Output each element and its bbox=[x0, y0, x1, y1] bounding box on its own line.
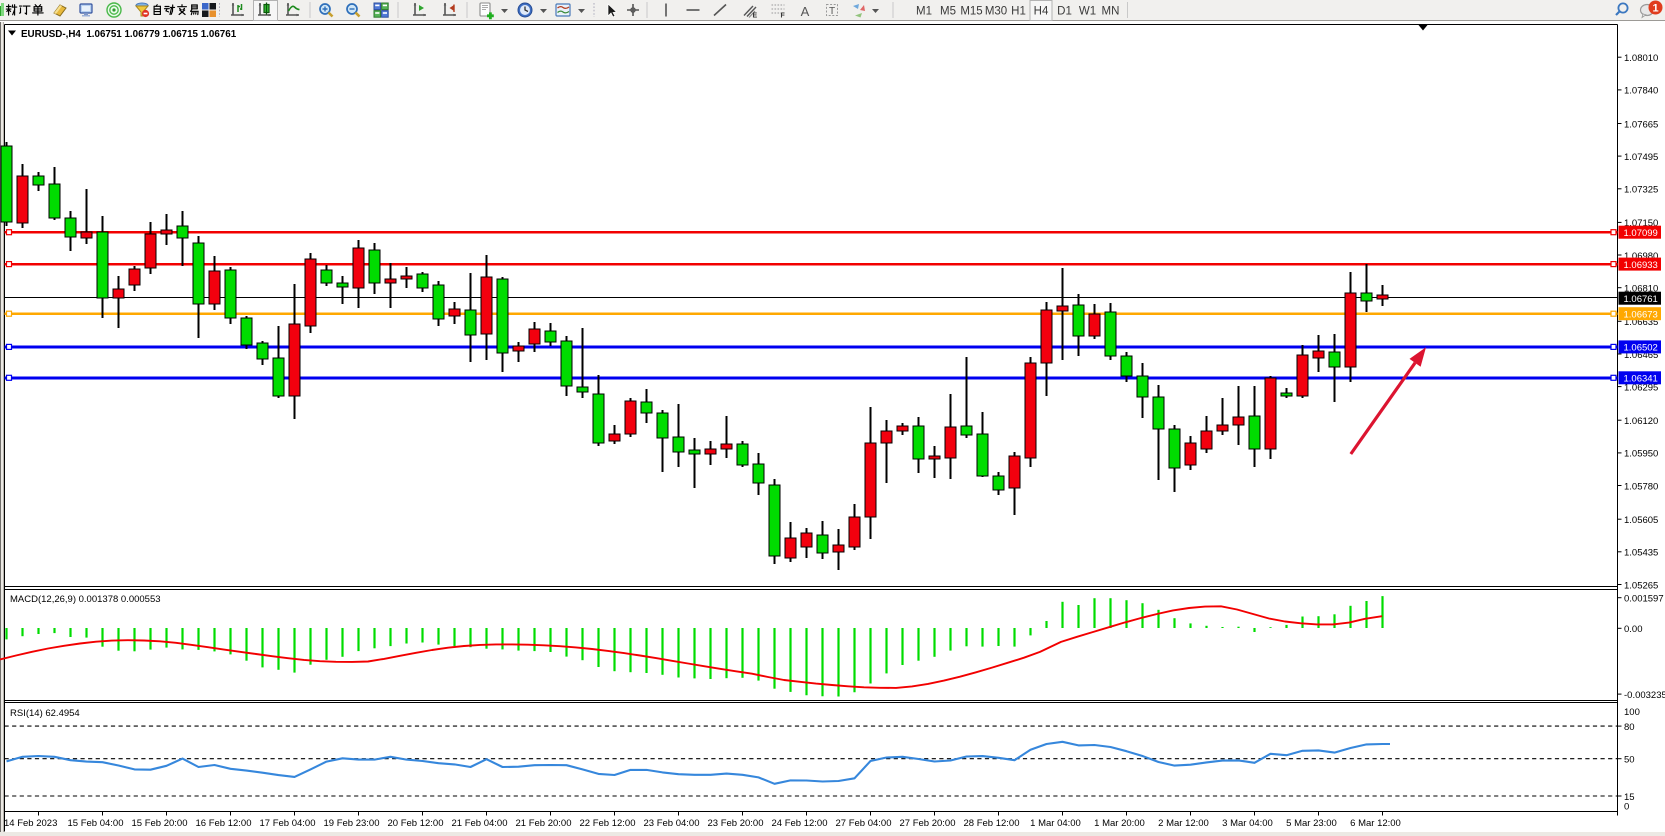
svg-text:H4: H4 bbox=[1034, 6, 1049, 18]
svg-text:1 Mar 20:00: 1 Mar 20:00 bbox=[1094, 818, 1145, 829]
svg-text:T: T bbox=[829, 6, 835, 17]
svg-text:H1: H1 bbox=[1011, 6, 1026, 18]
svg-text:1.07495: 1.07495 bbox=[1624, 152, 1658, 163]
svg-text:1.06810: 1.06810 bbox=[1624, 284, 1658, 295]
svg-text:M15: M15 bbox=[960, 6, 982, 18]
svg-text:80: 80 bbox=[1624, 722, 1635, 733]
svg-text:M30: M30 bbox=[985, 6, 1007, 18]
svg-text:2 Mar 12:00: 2 Mar 12:00 bbox=[1158, 818, 1209, 829]
svg-text:1 Mar 04:00: 1 Mar 04:00 bbox=[1030, 818, 1081, 829]
svg-text:1.06341: 1.06341 bbox=[1624, 374, 1658, 385]
svg-text:0: 0 bbox=[1624, 802, 1629, 813]
svg-text:1: 1 bbox=[1652, 3, 1658, 15]
svg-text:1.06502: 1.06502 bbox=[1624, 343, 1658, 354]
svg-text:1.05950: 1.05950 bbox=[1624, 449, 1658, 460]
svg-text:W1: W1 bbox=[1079, 6, 1096, 18]
svg-text:1.07665: 1.07665 bbox=[1624, 119, 1658, 130]
svg-text:RSI(14) 62.4954: RSI(14) 62.4954 bbox=[10, 708, 80, 719]
svg-text:MACD(12,26,9) 0.001378 0.00055: MACD(12,26,9) 0.001378 0.000553 bbox=[10, 594, 161, 605]
svg-text:1.07150: 1.07150 bbox=[1624, 218, 1658, 229]
svg-text:1.06295: 1.06295 bbox=[1624, 382, 1658, 393]
svg-text:20 Feb 12:00: 20 Feb 12:00 bbox=[388, 818, 444, 829]
svg-text:3 Mar 04:00: 3 Mar 04:00 bbox=[1222, 818, 1273, 829]
svg-text:-0.003235: -0.003235 bbox=[1624, 690, 1665, 701]
svg-text:21 Feb 20:00: 21 Feb 20:00 bbox=[516, 818, 572, 829]
svg-text:1.07840: 1.07840 bbox=[1624, 86, 1658, 97]
svg-text:M1: M1 bbox=[916, 6, 932, 18]
svg-text:MN: MN bbox=[1102, 6, 1120, 18]
svg-text:27 Feb 04:00: 27 Feb 04:00 bbox=[836, 818, 892, 829]
svg-text:1.06980: 1.06980 bbox=[1624, 251, 1658, 262]
svg-text:23 Feb 04:00: 23 Feb 04:00 bbox=[644, 818, 700, 829]
svg-text:1.06120: 1.06120 bbox=[1624, 416, 1658, 427]
svg-text:16 Feb 12:00: 16 Feb 12:00 bbox=[196, 818, 252, 829]
svg-text:1.06933: 1.06933 bbox=[1624, 260, 1658, 271]
svg-text:1.07099: 1.07099 bbox=[1624, 228, 1658, 239]
svg-text:1.06673: 1.06673 bbox=[1624, 310, 1658, 321]
svg-text:15 Feb 20:00: 15 Feb 20:00 bbox=[132, 818, 188, 829]
svg-text:M5: M5 bbox=[940, 6, 956, 18]
svg-text:1.05265: 1.05265 bbox=[1624, 580, 1658, 591]
svg-text:F: F bbox=[781, 13, 786, 20]
svg-text:1.06465: 1.06465 bbox=[1624, 350, 1658, 361]
svg-text:14 Feb 2023: 14 Feb 2023 bbox=[4, 818, 57, 829]
svg-text:6 Mar 12:00: 6 Mar 12:00 bbox=[1350, 818, 1401, 829]
svg-text:22 Feb 12:00: 22 Feb 12:00 bbox=[580, 818, 636, 829]
svg-text:24 Feb 12:00: 24 Feb 12:00 bbox=[772, 818, 828, 829]
svg-text:23 Feb 20:00: 23 Feb 20:00 bbox=[708, 818, 764, 829]
svg-text:27 Feb 20:00: 27 Feb 20:00 bbox=[900, 818, 956, 829]
svg-text:A: A bbox=[801, 4, 810, 19]
svg-text:100: 100 bbox=[1624, 707, 1640, 718]
svg-text:1.06635: 1.06635 bbox=[1624, 317, 1658, 328]
svg-text:1.08010: 1.08010 bbox=[1624, 53, 1658, 64]
svg-text:1.05435: 1.05435 bbox=[1624, 548, 1658, 559]
svg-text:21 Feb 04:00: 21 Feb 04:00 bbox=[452, 818, 508, 829]
svg-text:1.05780: 1.05780 bbox=[1624, 481, 1658, 492]
svg-text:1.05605: 1.05605 bbox=[1624, 515, 1658, 526]
svg-text:5 Mar 23:00: 5 Mar 23:00 bbox=[1286, 818, 1337, 829]
svg-text:0.001597: 0.001597 bbox=[1624, 594, 1664, 605]
svg-text:15 Feb 04:00: 15 Feb 04:00 bbox=[68, 818, 124, 829]
svg-text:19 Feb 23:00: 19 Feb 23:00 bbox=[324, 818, 380, 829]
svg-text:1.07325: 1.07325 bbox=[1624, 185, 1658, 196]
svg-text:0.00: 0.00 bbox=[1624, 624, 1643, 635]
svg-text:17 Feb 04:00: 17 Feb 04:00 bbox=[260, 818, 316, 829]
svg-text:D1: D1 bbox=[1057, 6, 1072, 18]
svg-text:1.06761: 1.06761 bbox=[1624, 294, 1658, 305]
svg-text:15: 15 bbox=[1624, 792, 1635, 803]
svg-text:E: E bbox=[753, 13, 758, 20]
svg-text:50: 50 bbox=[1624, 755, 1635, 766]
svg-text:28 Feb 12:00: 28 Feb 12:00 bbox=[964, 818, 1020, 829]
svg-text:EURUSD-,H4 1.06751 1.06779 1.: EURUSD-,H4 1.06751 1.06779 1.06715 1.067… bbox=[21, 29, 237, 40]
